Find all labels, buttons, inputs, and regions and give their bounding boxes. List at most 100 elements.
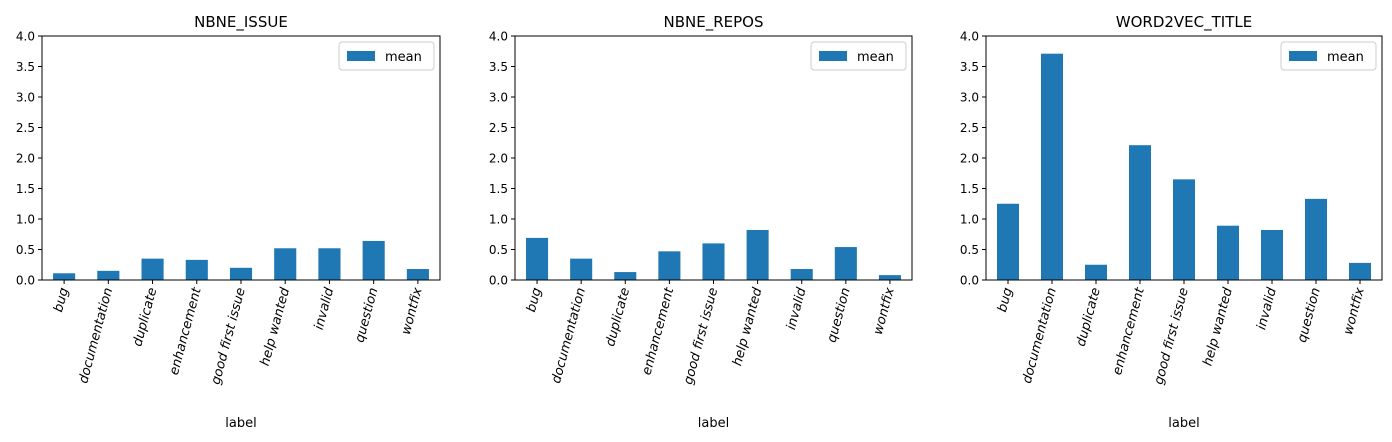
bar [1261,229,1283,280]
x-tick-label: enhancement [1110,285,1148,377]
chart-title: NBNE_REPOS [664,13,764,32]
x-tick-label: invalid [1254,285,1280,331]
x-tick-label: help wanted [730,285,765,367]
y-tick-label: 1.5 [16,182,35,196]
y-tick-label: 4.0 [960,30,979,44]
bar [658,251,681,280]
y-tick-label: 3.5 [16,60,35,74]
y-tick-label: 0.0 [16,274,35,288]
bar [141,258,164,280]
x-tick-label: bug [51,286,72,314]
bar [570,258,593,280]
y-tick-label: 0.5 [16,243,35,257]
x-tick-label: documentation [1020,286,1060,385]
y-tick-label: 0.5 [489,243,508,257]
y-tick-label: 2.5 [960,121,979,135]
x-axis-label: label [1168,416,1199,431]
x-tick-label: documentation [549,286,589,385]
x-tick-label: bug [524,286,545,314]
x-axis-label: label [225,416,256,431]
bar [746,229,769,280]
y-tick-label: 2.0 [489,152,508,166]
bar [1217,225,1239,280]
bar [702,243,725,280]
x-tick-label: help wanted [258,285,293,367]
bar [1349,262,1371,280]
x-tick-label: help wanted [1201,285,1236,367]
y-tick-label: 2.0 [16,152,35,166]
y-tick-label: 1.5 [489,182,508,196]
bar [185,259,208,280]
x-tick-label: duplicate [1074,286,1104,348]
axes-frame [985,35,1383,281]
x-tick-label: question [353,286,382,344]
x-tick-label: wontfix [871,286,898,337]
x-tick-label: enhancement [640,285,678,377]
bar [406,269,429,280]
y-tick-label: 1.0 [489,213,508,227]
y-tick-label: 0.0 [960,274,979,288]
legend-label: mean [1327,50,1364,65]
y-tick-label: 3.0 [16,91,35,105]
x-tick-label: good first issue [681,286,721,386]
y-tick-label: 4.0 [489,30,508,44]
x-tick-label: duplicate [130,286,160,348]
bar [274,248,297,280]
x-tick-label: good first issue [209,286,249,386]
bar [1305,198,1327,280]
x-tick-label: bug [995,286,1016,314]
axes-frame [41,35,441,281]
x-tick-label: invalid [312,285,338,331]
y-tick-label: 4.0 [16,30,35,44]
chart-title: NBNE_ISSUE [194,13,288,32]
legend-box [1280,41,1377,71]
bar [526,237,549,280]
y-tick-label: 3.5 [960,60,979,74]
axes-frame [514,35,913,281]
y-tick-label: 0.0 [489,274,508,288]
bar [1129,145,1151,280]
y-tick-label: 1.0 [16,213,35,227]
x-tick-label: question [825,286,854,344]
chart-title: WORD2VEC_TITLE [1116,13,1252,32]
y-tick-label: 0.5 [960,243,979,257]
bar [362,240,385,280]
y-tick-label: 3.0 [489,91,508,105]
y-tick-label: 1.5 [960,182,979,196]
bar [878,275,901,280]
chart-panel-2: NBNE_REPOS 0.0 0.5 1.0 1.5 2.0 2.5 3.0 3.5 4.0 bug… [489,13,913,431]
y-tick-label: 2.0 [960,152,979,166]
legend-swatch [819,51,847,61]
legend-box [338,41,435,71]
y-tick-label: 1.0 [960,213,979,227]
bar [1041,53,1063,280]
x-axis-label: label [698,416,729,431]
bar [790,269,813,280]
bar [229,267,253,280]
bar [614,272,637,280]
legend-swatch [347,51,375,61]
y-tick-label: 3.0 [960,91,979,105]
y-tick-label: 2.5 [16,121,35,135]
bar [834,247,857,280]
y-tick-label: 3.5 [489,60,508,74]
x-tick-label: documentation [76,286,116,385]
chart-panel-1: NBNE_ISSUE 0.0 0.5 1.0 1.5 2.0 2.5 3.0 3.5 4.0 bug… [16,13,441,431]
bar [1085,264,1107,280]
y-tick-label: 2.5 [489,121,508,135]
x-tick-label: question [1295,286,1324,344]
x-tick-label: duplicate [603,286,633,348]
x-tick-label: enhancement [167,285,205,377]
x-tick-label: wontfix [1341,286,1368,337]
bar [997,203,1019,280]
legend-label: mean [857,50,894,65]
legend-box [810,41,907,71]
legend-swatch [1289,51,1317,61]
bar [318,248,341,280]
bar [1173,179,1195,280]
legend-label: mean [385,50,422,65]
x-tick-label: invalid [784,285,810,331]
bar [53,273,76,280]
bar [97,270,120,280]
